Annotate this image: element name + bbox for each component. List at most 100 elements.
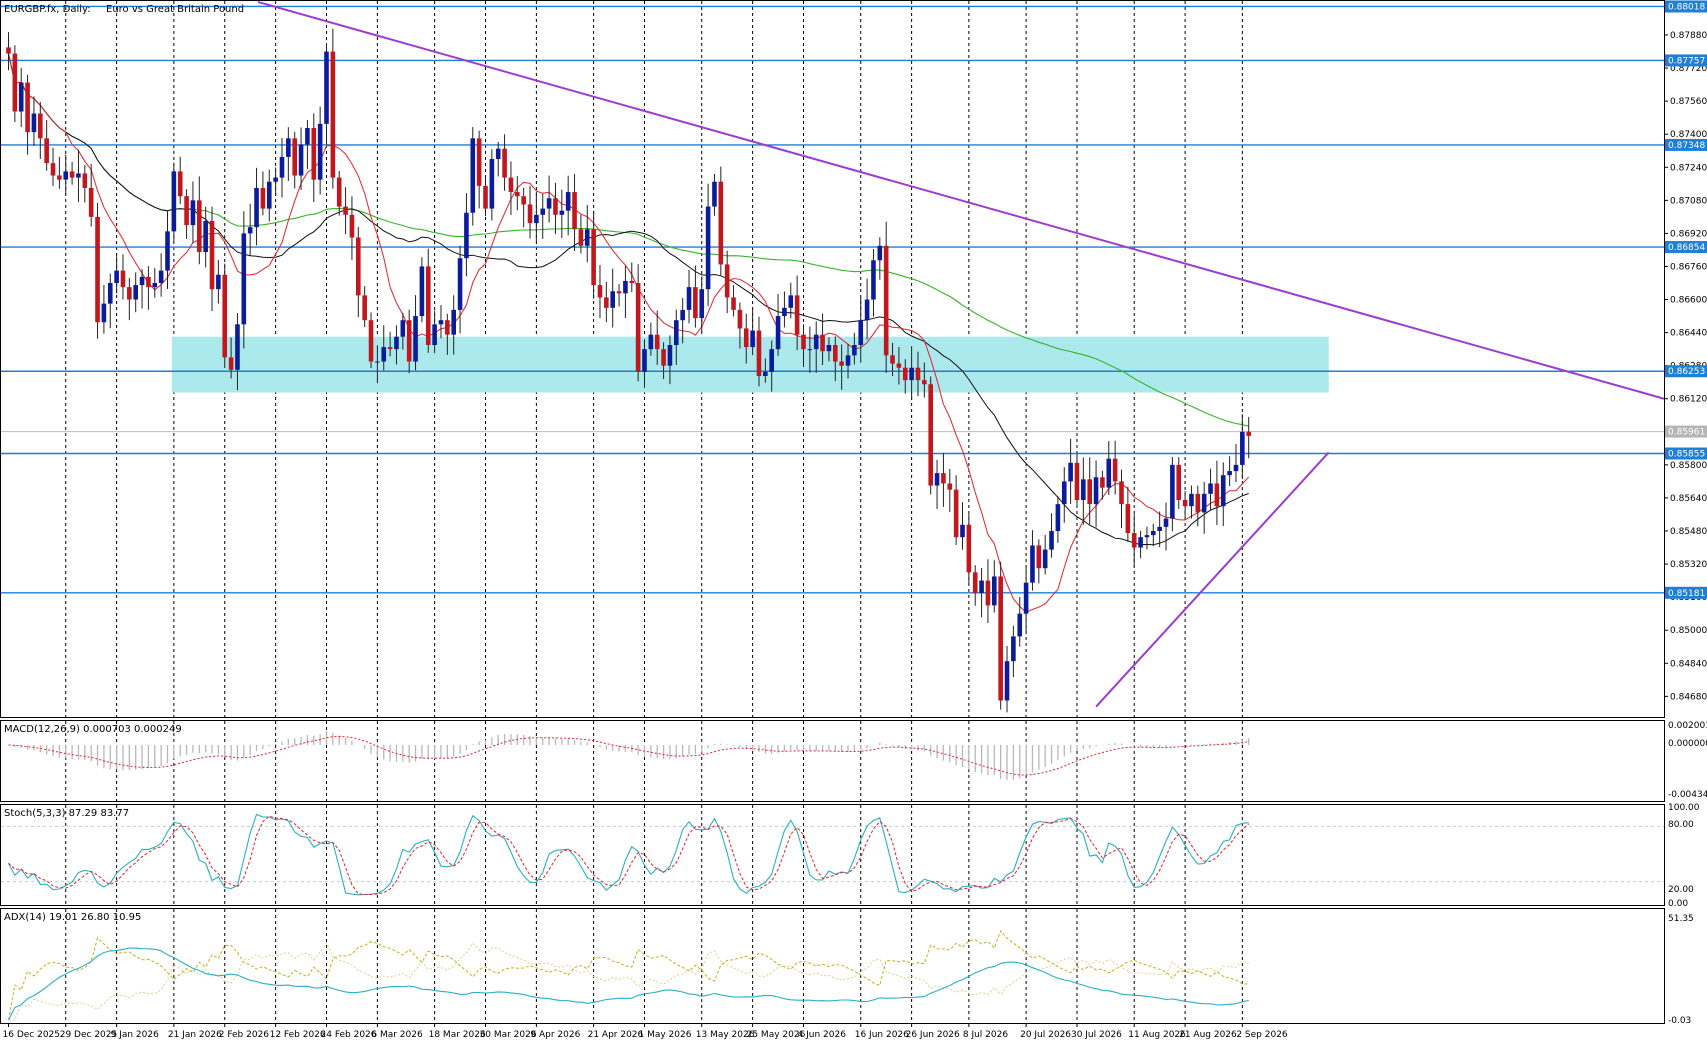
candle-body xyxy=(985,580,991,606)
time-label: 30 Mar 2026 xyxy=(480,1030,537,1040)
main-price-pane[interactable]: EURGBP.fx, Daily: Euro vs Great Britain … xyxy=(0,0,1665,718)
candle-body xyxy=(979,580,984,593)
price-tick-label: 0.84840 xyxy=(1670,659,1707,669)
candle-body xyxy=(1157,526,1162,531)
candle-body xyxy=(515,192,520,197)
stoch-main-line xyxy=(8,813,1249,896)
adx-pane[interactable]: ADX(14) 19.01 26.80 10.95 xyxy=(0,908,1665,1024)
candle-body xyxy=(502,148,507,178)
level-label: 0.88018 xyxy=(1668,2,1705,12)
candle-body xyxy=(1011,636,1016,662)
candle-body xyxy=(871,260,876,300)
level-label: 0.85855 xyxy=(1668,450,1705,460)
candle-body xyxy=(18,82,24,112)
candle-body xyxy=(527,204,533,224)
candle-body xyxy=(998,576,1003,701)
price-tick-label: 0.85480 xyxy=(1670,527,1707,537)
candle-body xyxy=(1061,481,1067,505)
candle-body xyxy=(470,138,476,213)
candle-body xyxy=(1068,462,1073,482)
time-label: 26 Jun 2026 xyxy=(906,1030,960,1040)
level-label-box xyxy=(1665,138,1707,151)
time-label: 1 May 2026 xyxy=(639,1030,692,1040)
candle-body xyxy=(731,297,736,310)
candle-body xyxy=(336,177,342,207)
candle-body xyxy=(127,287,132,300)
ma-fast-line xyxy=(8,53,1250,613)
time-label: 4 Jun 2026 xyxy=(798,1030,847,1040)
price-tick-label: 0.87400 xyxy=(1670,130,1707,140)
candle-body xyxy=(629,280,635,283)
candle-body xyxy=(44,138,49,164)
candle-body xyxy=(101,303,107,323)
candle-body xyxy=(222,274,228,358)
candle-body xyxy=(375,361,380,363)
time-label: 13 May 2026 xyxy=(696,1030,755,1040)
time-label: 11 Aug 2026 xyxy=(1128,1030,1186,1040)
candle-body xyxy=(165,231,170,271)
candle-body xyxy=(833,345,838,362)
ma-mid-line xyxy=(8,53,1249,546)
candle-body xyxy=(1144,535,1150,538)
candle-body xyxy=(1138,537,1143,548)
candle-body xyxy=(235,324,240,370)
stoch-label: Stoch(5,3,3) 87.29 83.77 xyxy=(4,808,129,819)
time-label: 29 Dec 2025 xyxy=(60,1030,118,1040)
candle-body xyxy=(50,163,56,176)
candle-body xyxy=(146,276,151,288)
macd-series xyxy=(8,730,1250,780)
price-tick-label: 0.87880 xyxy=(1670,31,1707,41)
candle-body xyxy=(705,206,711,290)
candle-body xyxy=(521,196,526,205)
macd-pane[interactable]: MACD(12,26,9) 0.000703 0.000249 xyxy=(0,720,1665,802)
price-tick-label: 0.86440 xyxy=(1670,329,1707,339)
candle-body xyxy=(858,320,864,345)
candle-body xyxy=(330,51,336,178)
level-label-box xyxy=(1665,447,1707,460)
candle-body xyxy=(718,181,724,265)
candle-body xyxy=(616,291,622,294)
candle-body xyxy=(890,355,895,364)
candle-body xyxy=(1093,477,1099,505)
level-label: 0.87757 xyxy=(1668,56,1705,66)
level-label: 0.87348 xyxy=(1668,141,1705,151)
candle-body xyxy=(1074,462,1080,500)
candle-body xyxy=(171,171,177,232)
candle-body xyxy=(947,483,953,490)
level-label-box xyxy=(1665,0,1707,13)
candle-body xyxy=(228,357,234,370)
time-label: 30 Jul 2026 xyxy=(1071,1030,1122,1040)
candle-body xyxy=(941,473,946,484)
candle-body xyxy=(413,316,418,362)
candle-body xyxy=(813,334,819,350)
candle-body xyxy=(909,367,914,381)
candle-body xyxy=(489,159,495,209)
time-label: 2 Feb 2026 xyxy=(219,1030,270,1040)
price-tick-label: 0.87080 xyxy=(1670,196,1707,206)
candle-body xyxy=(1125,504,1131,534)
candle-body xyxy=(1233,464,1239,472)
stoch-level-20: 20.00 xyxy=(1668,885,1694,895)
candle-body xyxy=(597,285,603,298)
price-tick-label: 0.84680 xyxy=(1670,692,1707,702)
candle-body xyxy=(864,299,870,321)
candle-body xyxy=(1163,518,1169,527)
candle-body xyxy=(177,171,183,197)
candle-body xyxy=(495,148,501,159)
candle-body xyxy=(254,187,259,228)
candle-body xyxy=(820,334,825,352)
candle-body xyxy=(667,345,673,366)
candle-body xyxy=(845,355,851,366)
stoch-pane[interactable]: Stoch(5,3,3) 87.29 83.77 xyxy=(0,804,1665,906)
candle-body xyxy=(107,283,113,304)
candle-body xyxy=(394,336,399,350)
vertical-grid-macd xyxy=(65,721,1243,801)
candle-body xyxy=(642,349,647,372)
candle-body xyxy=(922,380,927,385)
time-label: 20 Jul 2026 xyxy=(1020,1030,1071,1040)
time-label: 2 Sep 2026 xyxy=(1236,1030,1288,1040)
candle-body xyxy=(1087,479,1092,505)
candle-body xyxy=(508,177,514,193)
